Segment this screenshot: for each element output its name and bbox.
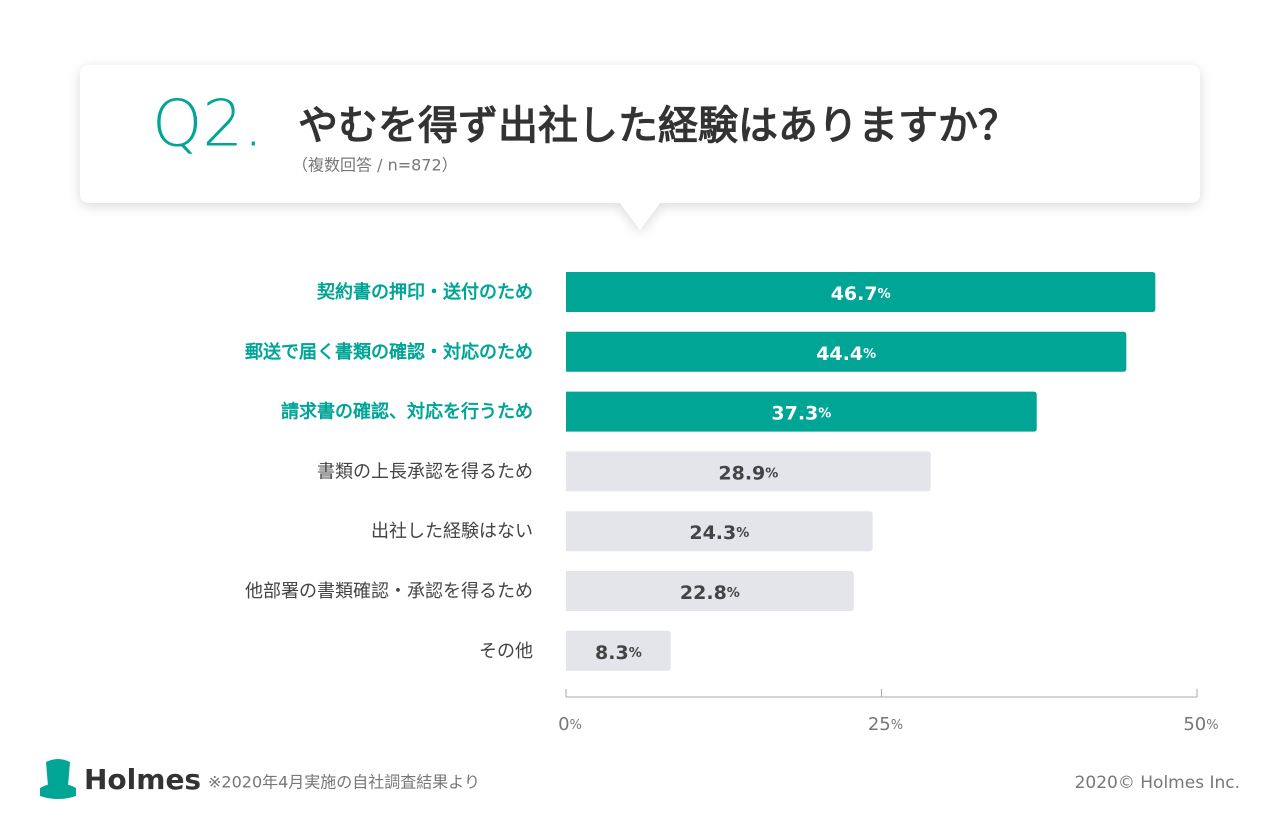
value-label: 37.3%: [771, 402, 831, 424]
category-label: 契約書の押印・送付のため: [316, 281, 533, 303]
logo-icon: [40, 759, 76, 799]
value-label: 44.4%: [816, 342, 876, 364]
value-label: 22.8%: [680, 582, 740, 604]
footnote: ※2020年4月実施の自社調査結果より: [208, 773, 480, 792]
question-card: [80, 65, 1200, 230]
bar: [566, 272, 1156, 312]
brand: Holmes: [84, 763, 201, 796]
x-tick-label: 50%: [1183, 714, 1218, 735]
bar: [566, 331, 1127, 372]
x-tick-label: 0%: [558, 714, 582, 735]
bar: [566, 391, 1037, 432]
chart-title: やむを得ず出社した経験はありますか？: [298, 103, 1018, 149]
category-label: 他部署の書類確認・承認を得るため: [245, 581, 533, 602]
x-tick-label: 25%: [868, 714, 903, 735]
bar: [566, 451, 931, 492]
category-label: その他: [479, 641, 533, 662]
copyright: 2020© Holmes Inc.: [1075, 773, 1240, 793]
bar: [566, 511, 873, 552]
chart-subtitle: （複数回答 / n=872）: [292, 156, 458, 175]
bar: [566, 630, 671, 671]
question-number: Q2.: [152, 88, 263, 162]
category-label: 出社した経験はない: [371, 521, 533, 542]
value-label: 24.3%: [689, 522, 749, 544]
value-label: 46.7%: [831, 283, 891, 305]
bar: [566, 571, 854, 611]
category-label: 請求書の確認、対応を行うため: [281, 401, 533, 423]
value-label: 28.9%: [718, 462, 778, 484]
category-label: 郵送で届く書類の確認・対応のため: [245, 341, 533, 363]
category-label: 書類の上長承認を得るため: [317, 461, 533, 482]
value-label: 8.3%: [595, 641, 642, 663]
